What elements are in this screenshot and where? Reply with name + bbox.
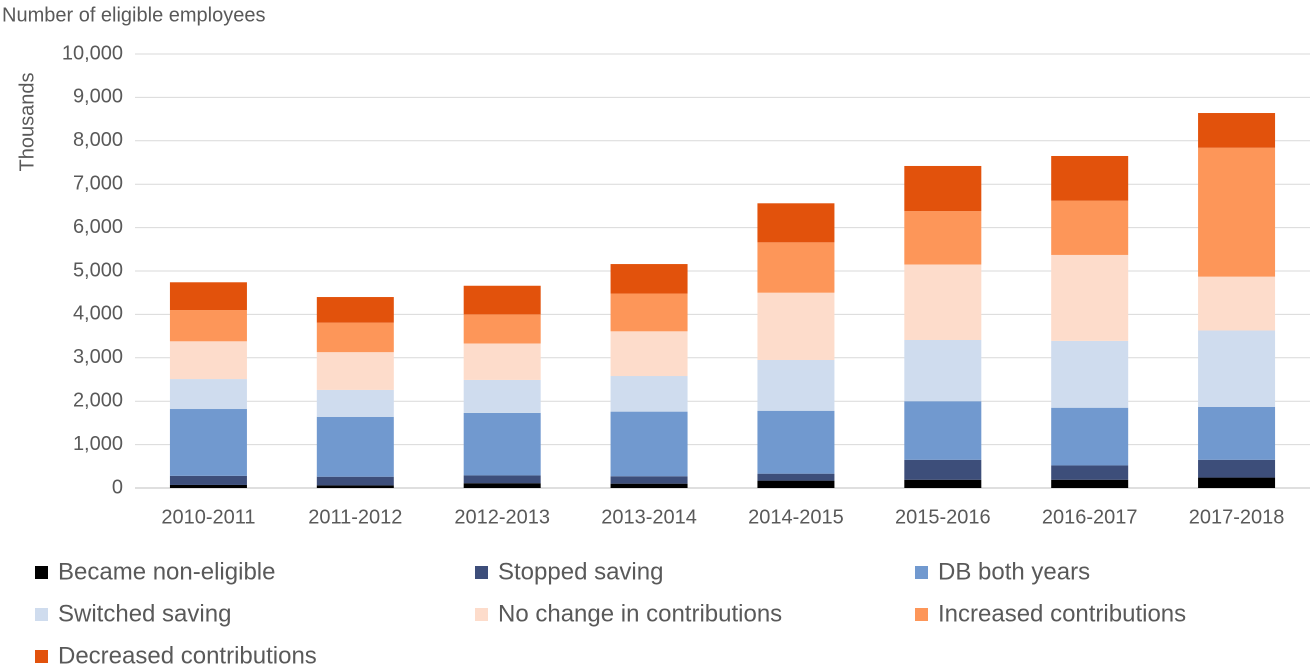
bar-segment [316, 485, 394, 488]
bar-segment [1051, 407, 1129, 466]
y-tick-label: 10,000 [62, 42, 123, 64]
bar-segment [316, 352, 394, 390]
bar-segment [1198, 147, 1276, 277]
bar-segment [316, 297, 394, 323]
x-tick-label: 2016-2017 [1042, 506, 1138, 528]
bar-segment [757, 410, 835, 474]
bar-segment [169, 475, 247, 485]
bar-segment [1198, 459, 1276, 478]
bar-segment [757, 203, 835, 243]
legend-label: Became non-eligible [58, 558, 275, 585]
legend-label: Increased contributions [938, 600, 1186, 627]
bar-segment [757, 473, 835, 481]
y-tick-label: 0 [112, 476, 123, 498]
bar-segment [757, 480, 835, 488]
bar-segment [463, 285, 541, 315]
bar-segment [904, 264, 982, 341]
bar-segment [757, 292, 835, 360]
bar-segment [169, 379, 247, 410]
x-tick-label: 2011-2012 [308, 506, 402, 528]
y-tick-label: 8,000 [73, 129, 123, 151]
bar-segment [463, 483, 541, 488]
bar-segment [1051, 479, 1129, 488]
bar-segment [1051, 200, 1129, 255]
y-tick-label: 6,000 [73, 216, 123, 238]
bar-segment [1051, 254, 1129, 341]
bar-segment [1051, 340, 1129, 408]
y-tick-label: 1,000 [73, 433, 123, 455]
bar-segment [610, 476, 688, 484]
bar-segment [757, 242, 835, 293]
legend-swatch [35, 608, 48, 621]
legend-label: Switched saving [58, 600, 231, 627]
bar-segment [904, 459, 982, 480]
bar-segment [610, 411, 688, 477]
bar-segment [169, 310, 247, 342]
bar-segment [904, 401, 982, 460]
x-tick-label: 2013-2014 [601, 506, 697, 528]
bar-segment [169, 409, 247, 476]
bar-segment [610, 376, 688, 412]
x-tick-label: 2014-2015 [748, 506, 844, 528]
y-tick-label: 9,000 [73, 86, 123, 108]
bar-segment [316, 416, 394, 477]
bar-segment [904, 479, 982, 488]
bar-segment [1051, 155, 1129, 201]
x-tick-label: 2012-2013 [454, 506, 550, 528]
bar-segment [757, 359, 835, 411]
y-tick-label: 5,000 [73, 259, 123, 281]
y-tick-label: 7,000 [73, 172, 123, 194]
legend-label: DB both years [938, 558, 1090, 585]
bar-segment [1198, 113, 1276, 148]
bar-segment [169, 341, 247, 380]
bar-segment [610, 331, 688, 377]
legend-label: No change in contributions [498, 600, 782, 627]
bar-segment [169, 484, 247, 488]
legend-label: Stopped saving [498, 558, 663, 585]
chart-title: Number of eligible employees [2, 4, 265, 26]
bar-segment [904, 211, 982, 265]
bar-segment [904, 165, 982, 212]
bar-segment [316, 389, 394, 417]
bar-segment [610, 483, 688, 488]
y-axis-label: Thousands [16, 73, 38, 172]
x-tick-label: 2017-2018 [1189, 506, 1285, 528]
bar-segment [904, 340, 982, 402]
legend-swatch [35, 566, 48, 579]
bar-segment [463, 343, 541, 380]
x-tick-label: 2010-2011 [161, 506, 255, 528]
legend-swatch [475, 608, 488, 621]
bar-segment [610, 264, 688, 294]
legend-swatch [915, 566, 928, 579]
bar-segment [1198, 276, 1276, 331]
y-tick-label: 3,000 [73, 346, 123, 368]
x-tick-label: 2015-2016 [895, 506, 991, 528]
bar-segment [1051, 465, 1129, 480]
bar-segment [610, 293, 688, 332]
legend-swatch [475, 566, 488, 579]
y-tick-label: 2,000 [73, 389, 123, 411]
bar-segment [1198, 477, 1276, 488]
bar-segment [316, 322, 394, 353]
legend-swatch [35, 650, 48, 663]
bar-segment [1198, 406, 1276, 460]
legend-swatch [915, 608, 928, 621]
bar-segment [463, 379, 541, 413]
legend-label: Decreased contributions [58, 642, 317, 668]
bar-segment [463, 412, 541, 476]
bar-segment [316, 476, 394, 486]
bar-segment [463, 475, 541, 484]
bar-segment [169, 282, 247, 311]
bar-segment [463, 314, 541, 344]
y-tick-label: 4,000 [73, 303, 123, 325]
bar-segment [1198, 330, 1276, 407]
